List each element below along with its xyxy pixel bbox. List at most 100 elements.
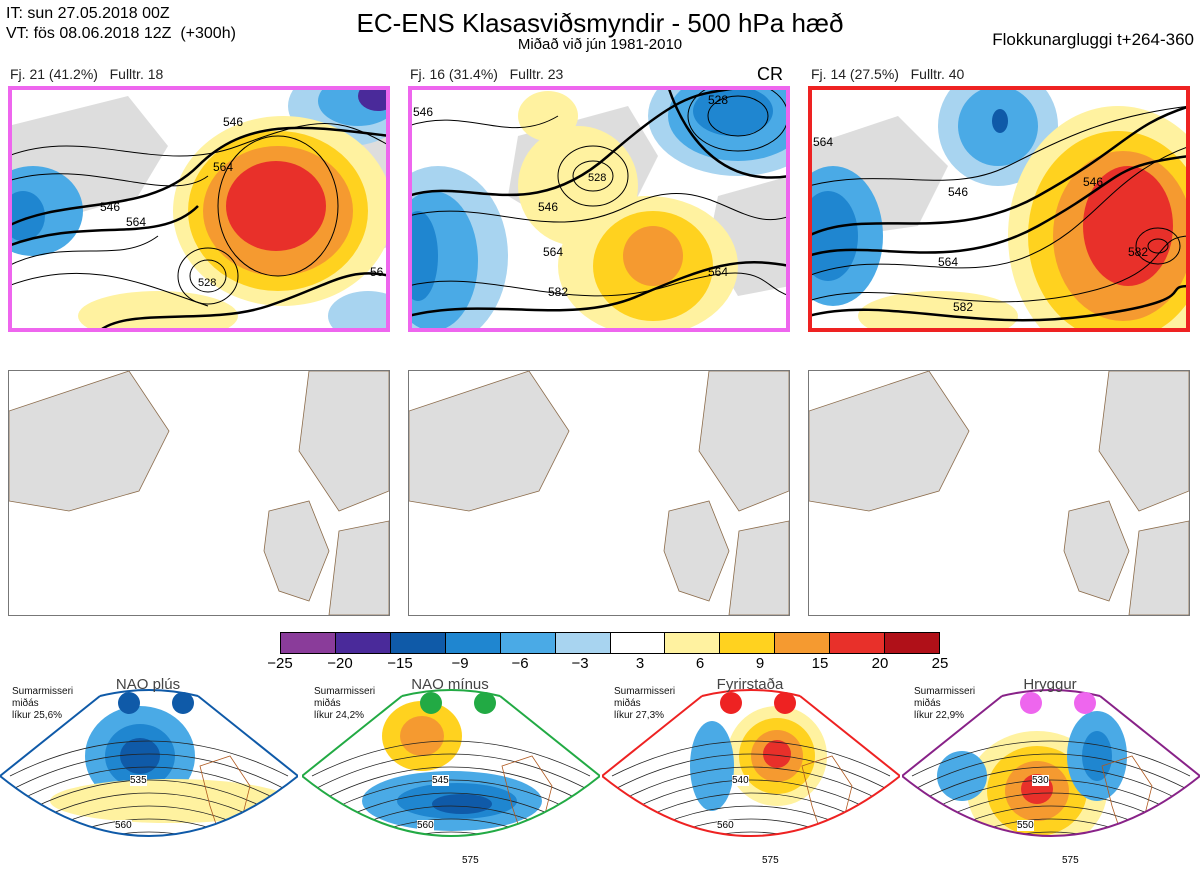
coastline-map-2 <box>408 370 790 616</box>
colorbar-tick-label: −15 <box>387 655 413 672</box>
regime-map <box>901 689 1200 837</box>
contour-label: 528 <box>198 277 216 289</box>
regime-marker-dot <box>474 692 496 714</box>
coastline-map-1 <box>8 370 390 616</box>
colorbar-segment <box>389 633 445 653</box>
colorbar-tick-label: −3 <box>571 655 589 672</box>
page-title: EC-ENS Klasasviðsmyndir - 500 hPa hæð <box>356 8 844 38</box>
colorbar-segment <box>554 633 610 653</box>
regime-contour-label: 545 <box>432 775 449 786</box>
colorbar-segment <box>719 633 775 653</box>
contour-label: 546 <box>1083 175 1103 189</box>
contour-label: 528 <box>588 172 606 184</box>
regime-panel[interactable] <box>301 676 602 868</box>
cluster-map-1[interactable]: 546 564 546 56 564 528 <box>8 86 390 332</box>
valid-time: VT: fös 08.06.2018 12Z (+300h) <box>6 25 236 42</box>
regime-contour-label: 560 <box>417 820 434 831</box>
panel-2-label: Fj. 16 (31.4%) Fulltr. 23 <box>410 66 563 82</box>
colorbar-tick-label: 25 <box>931 655 949 672</box>
regime-contour-label: 575 <box>462 855 479 866</box>
colorbar-segment <box>499 633 555 653</box>
regime-contour-label: 575 <box>762 855 779 866</box>
regime-panel[interactable] <box>901 676 1200 868</box>
colorbar-tick-label: 6 <box>695 655 705 672</box>
contour-label: 564 <box>543 245 563 259</box>
regime-contour-label: 535 <box>130 775 147 786</box>
contour-label: 528 <box>708 93 728 107</box>
representative-label: Fulltr. 23 <box>509 66 564 82</box>
regime-map <box>0 689 300 837</box>
contour-label: 582 <box>953 300 973 314</box>
regime-title: NAO mínus <box>411 676 489 693</box>
regime-probability-text: Sumarmisseri miðás líkur 22,9% <box>914 686 976 721</box>
cluster-frame-2 <box>408 86 790 332</box>
colorbar-segment <box>609 633 665 653</box>
regime-panel[interactable] <box>601 676 902 868</box>
regime-marker-dot <box>720 692 742 714</box>
regime-probability-text: Sumarmisseri miðás líkur 25,6% <box>12 686 74 721</box>
contour-label: 56 <box>370 265 384 279</box>
contour-label: 564 <box>938 255 958 269</box>
cluster-label: Fj. 16 (31.4%) <box>410 66 498 82</box>
regime-map <box>601 689 902 837</box>
regime-marker-dot <box>118 692 140 714</box>
colorbar-tick-label: 15 <box>811 655 829 672</box>
page-subtitle: Miðað við jún 1981-2010 <box>517 36 683 53</box>
colorbar-segment <box>774 633 830 653</box>
contour-label: 582 <box>1128 245 1148 259</box>
cluster-label: Fj. 21 (41.2%) <box>10 66 98 82</box>
regime-contour-label: 530 <box>1032 775 1049 786</box>
colorbar-tick-label: −25 <box>267 655 293 672</box>
contour-label: 564 <box>213 160 233 174</box>
colorbar-tick-label: 3 <box>635 655 645 672</box>
colorbar-tick-label: −9 <box>451 655 469 672</box>
regime-marker-dot <box>1074 692 1096 714</box>
colorbar <box>280 632 940 654</box>
regime-panel[interactable] <box>0 676 300 868</box>
colorbar-segment <box>664 633 720 653</box>
contour-label: 546 <box>538 200 558 214</box>
cluster-map-3[interactable]: 564 546 564 582 582 546 <box>808 86 1190 332</box>
cluster-frame-3 <box>808 86 1190 332</box>
regime-code: CR <box>757 64 783 84</box>
cluster-map-2[interactable]: 546 528 546 564 582 564 528 <box>408 86 790 332</box>
panel-1-label: Fj. 21 (41.2%) Fulltr. 18 <box>10 66 163 82</box>
contour-label: 546 <box>413 105 433 119</box>
representative-label: Fulltr. 40 <box>910 66 965 82</box>
regime-contour-label: 560 <box>115 820 132 831</box>
issue-time: IT: sun 27.05.2018 00Z <box>6 5 170 22</box>
contour-label: 564 <box>708 265 728 279</box>
colorbar-tick-label: −20 <box>327 655 353 672</box>
regime-marker-dot <box>774 692 796 714</box>
regime-probability-text: Sumarmisseri miðás líkur 24,2% <box>314 686 376 721</box>
panel-3-label: Fj. 14 (27.5%) Fulltr. 40 <box>811 66 964 82</box>
regime-title: Fyrirstaða <box>716 676 784 693</box>
contour-label: 546 <box>948 185 968 199</box>
regime-contour-label: 560 <box>717 820 734 831</box>
contour-label: 564 <box>126 215 146 229</box>
regime-marker-dot <box>1020 692 1042 714</box>
colorbar-segment <box>444 633 500 653</box>
regime-contour-label: 550 <box>1017 820 1034 831</box>
colorbar-segment <box>281 633 335 653</box>
regime-probability-text: Sumarmisseri miðás líkur 27,3% <box>614 686 676 721</box>
regime-title: Hryggur <box>1023 676 1077 693</box>
contour-label: 582 <box>548 285 568 299</box>
cluster-frame-1 <box>8 86 390 332</box>
coastline-map-3 <box>808 370 1190 616</box>
representative-label: Fulltr. 18 <box>109 66 164 82</box>
contour-label: 546 <box>100 200 120 214</box>
contour-label: 564 <box>813 135 833 149</box>
header-times: IT: sun 27.05.2018 00Z VT: fös 08.06.201… <box>6 4 236 44</box>
regime-marker-dot <box>172 692 194 714</box>
colorbar-segment <box>334 633 390 653</box>
contour-label: 546 <box>223 115 243 129</box>
regime-title: NAO plús <box>115 676 181 693</box>
regime-marker-dot <box>420 692 442 714</box>
regime-map <box>301 689 602 837</box>
colorbar-segment <box>829 633 885 653</box>
colorbar-tick-label: 9 <box>755 655 765 672</box>
colorbar-tick-label: −6 <box>511 655 529 672</box>
colorbar-segment <box>884 633 940 653</box>
classification-window: Flokkunargluggi t+264-360 <box>992 30 1194 49</box>
